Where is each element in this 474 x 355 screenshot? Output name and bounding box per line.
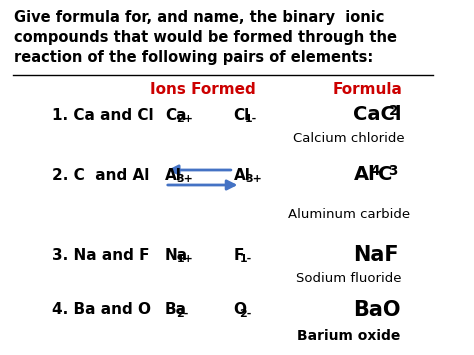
Text: 2-: 2- [176,309,189,319]
Text: Ions Formed: Ions Formed [150,82,255,97]
Text: Al: Al [234,168,251,182]
Text: 3. Na and F: 3. Na and F [52,247,149,262]
Text: Na: Na [165,247,188,262]
Text: Cl: Cl [234,108,250,122]
Text: Al: Al [165,168,182,182]
Text: Ca: Ca [165,108,186,122]
Text: 1-: 1- [245,114,257,124]
Text: 3+: 3+ [245,174,262,184]
Text: 3: 3 [388,164,398,178]
Text: F: F [234,247,244,262]
Text: Formula: Formula [333,82,402,97]
Text: 4: 4 [370,164,380,178]
Text: 3+: 3+ [176,174,193,184]
Text: 2: 2 [389,104,399,118]
Text: Ba: Ba [165,302,187,317]
Text: C: C [378,165,392,185]
Text: 4. Ba and O: 4. Ba and O [52,302,151,317]
Text: BaO: BaO [354,300,401,320]
Text: NaF: NaF [354,245,399,265]
Text: Barium oxide: Barium oxide [297,329,401,343]
Text: CaCl: CaCl [354,105,402,125]
Text: 1-: 1- [239,254,252,264]
Text: Give formula for, and name, the binary  ionic
compounds that would be formed thr: Give formula for, and name, the binary i… [14,10,397,65]
Text: 2-: 2- [239,309,252,319]
Text: 1+: 1+ [176,254,193,264]
Text: 1. Ca and Cl: 1. Ca and Cl [52,108,154,122]
Text: O: O [234,302,247,317]
Text: Calcium chloride: Calcium chloride [293,131,404,144]
Text: Sodium fluoride: Sodium fluoride [296,272,401,284]
Text: 2. C  and Al: 2. C and Al [52,168,149,182]
Text: Al: Al [354,165,375,185]
Text: Aluminum carbide: Aluminum carbide [288,208,410,222]
Text: 2+: 2+ [176,114,193,124]
